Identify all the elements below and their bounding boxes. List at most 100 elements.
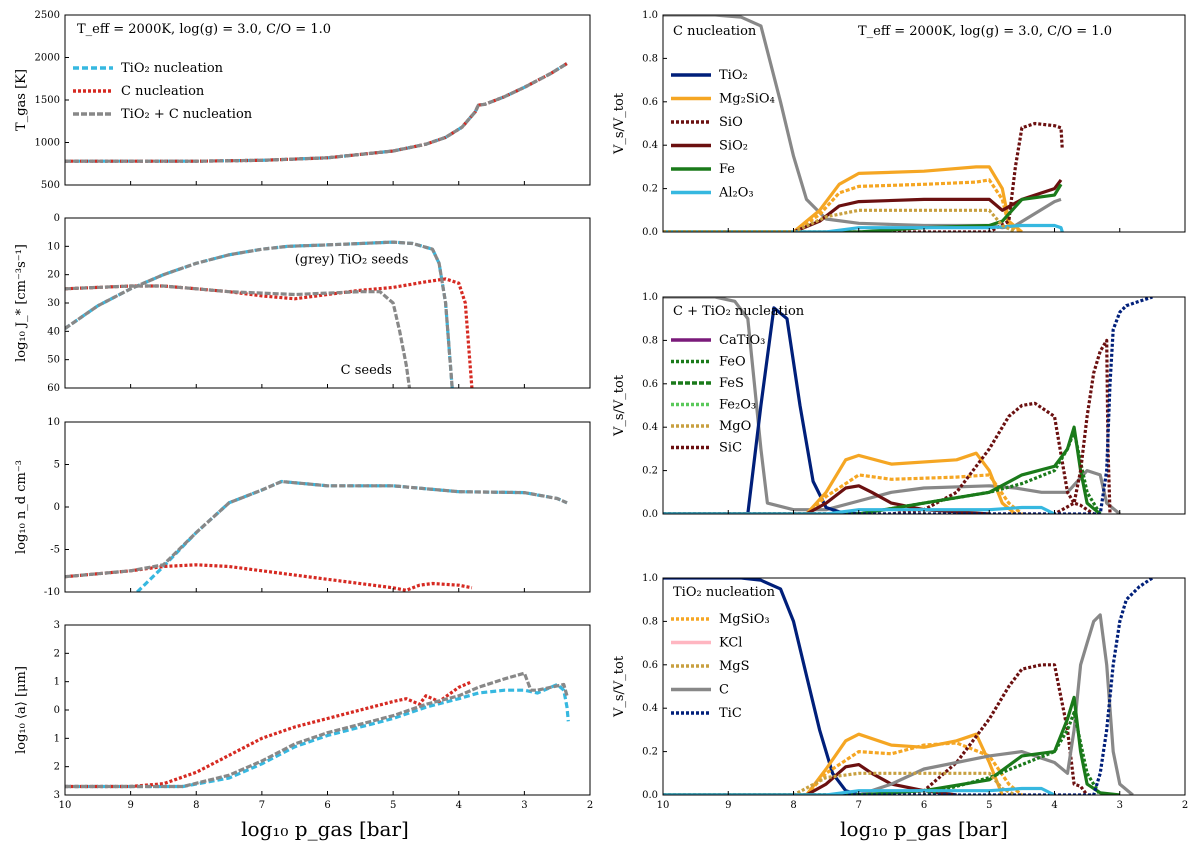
series-group — [663, 15, 1064, 232]
y-tick-label: 3 — [54, 790, 60, 801]
y-tick-label: 2500 — [35, 10, 60, 21]
y-tick-label: 2000 — [35, 53, 60, 64]
annotation-tio2-seeds: (grey) TiO₂ seeds — [295, 252, 409, 267]
x-tick-label: 9 — [725, 800, 731, 811]
x-tick-label: 2 — [1182, 800, 1188, 811]
legend-vol2: CaTiO₃ FeO FeS Fe₂O₃ MgO SiC — [671, 333, 765, 456]
y-tick-label: 10 — [47, 417, 60, 428]
x-tick-label: 8 — [193, 800, 199, 811]
y-tick-label: 0.2 — [642, 466, 658, 477]
x-tick-label: 7 — [259, 800, 265, 811]
legend-label: SiO — [719, 115, 743, 130]
legend-label: Al₂O₃ — [718, 186, 754, 201]
y-tick-label: 40 — [47, 326, 60, 337]
series-line-vol3-0 — [663, 578, 860, 795]
legend-label: FeS — [719, 376, 744, 391]
y-axis-label: V_s/V_tot — [612, 374, 627, 437]
series-group — [663, 297, 1153, 514]
panel-vol2: 0.0 0.2 0.4 0.6 0.8 1.0 V_s/V_tot C + TiO₂ nucl… — [612, 292, 1186, 520]
x-tick-label: 7 — [856, 800, 862, 811]
y-tick-label: 0 — [54, 502, 60, 513]
legend-vol3: MgSiO₃ KCl MgS C TiC — [671, 612, 770, 721]
y-tick-label: 0.2 — [642, 747, 658, 758]
legend-label: MgSiO₃ — [719, 612, 770, 627]
x-tick-label: 5 — [986, 800, 992, 811]
panel-title-right: T_eff = 2000K, log(g) = 3.0, C/O = 1.0 — [858, 24, 1112, 39]
series-line-vol2-8 — [663, 338, 1112, 514]
x-tick-label: 3 — [521, 800, 527, 811]
y-tick-label: -10 — [44, 587, 60, 598]
y-tick-label: 30 — [47, 298, 60, 309]
series-line-nd-1 — [65, 563, 473, 592]
panel-vol1: 0.0 0.2 0.4 0.6 0.8 1.0 V_s/V_tot C nucleation T… — [612, 10, 1186, 238]
legend-label: MgS — [719, 659, 750, 674]
series-line-a-0 — [65, 682, 570, 789]
series-line-vol2-3 — [663, 473, 1023, 514]
legend-nucleation: TiO₂ nucleation C nucleation TiO₂ + C nucl… — [73, 61, 253, 122]
series-group — [65, 240, 474, 388]
y-tick-label: 500 — [41, 180, 60, 191]
y-axis-label: log₁₀ J_* [cm⁻³s⁻¹] — [14, 244, 29, 362]
series-group — [65, 671, 570, 789]
series-line-vol1-1 — [663, 165, 1023, 232]
y-tick-label: 0.2 — [642, 184, 658, 195]
y-tick-label: 5 — [54, 460, 60, 471]
axes-frame — [64, 14, 591, 186]
legend-vol1: TiO₂ Mg₂SiO₄ SiO SiO₂ Fe Al₂O₃ — [671, 68, 775, 201]
y-tick-label: 0.8 — [642, 335, 658, 346]
series-group — [65, 479, 568, 592]
series-line-J-3 — [65, 240, 454, 388]
y-tick-label: 50 — [47, 355, 60, 366]
y-tick-label: 1 — [54, 677, 60, 688]
x-tick-label: 4 — [456, 800, 462, 811]
x-tick-label: 10 — [657, 800, 670, 811]
x-axis-label-right: log₁₀ p_gas [bar] — [840, 817, 1008, 841]
y-tick-label: 0.0 — [642, 790, 658, 801]
legend-label: TiO₂ + C nucleation — [121, 107, 253, 122]
y-tick-label: 1.0 — [642, 292, 658, 303]
x-tick-label: 4 — [1051, 800, 1057, 811]
series-line-vol3-10 — [663, 786, 1056, 795]
legend-label: CaTiO₃ — [719, 333, 765, 348]
series-line-vol2-9 — [663, 297, 1153, 514]
series-line-vol1-4 — [663, 121, 1064, 232]
series-line-J-2 — [65, 284, 412, 388]
series-line-vol2-10 — [663, 505, 1056, 514]
y-tick-label: 0.8 — [642, 53, 658, 64]
y-tick-label: 1500 — [35, 95, 60, 106]
series-line-vol2-6 — [663, 425, 1102, 514]
y-tick-label: 0 — [54, 705, 60, 716]
legend-label: Fe₂O₃ — [719, 398, 756, 413]
y-tick-label: 60 — [47, 383, 60, 394]
series-line-a-2 — [65, 671, 569, 789]
legend-label: C nucleation — [121, 84, 205, 99]
y-tick-label: 1 — [54, 733, 60, 744]
y-axis-label: T_gas [K] — [14, 69, 29, 131]
x-tick-label: 2 — [587, 800, 593, 811]
y-tick-label: 0.4 — [642, 140, 658, 151]
panel-title-left: C nucleation — [673, 24, 757, 39]
series-line-J-1 — [65, 277, 474, 388]
x-tick-label: 10 — [59, 800, 72, 811]
series-group — [65, 62, 568, 163]
legend-label: TiO₂ — [719, 68, 748, 83]
x-tick-label: 5 — [390, 800, 396, 811]
panel-Tgas: 500 1000 1500 2000 2500 T_gas [K] T_eff = 2000… — [14, 10, 591, 191]
y-axis-label: V_s/V_tot — [612, 655, 627, 718]
panel-title-left: TiO₂ nucleation — [673, 585, 776, 600]
y-tick-label: 0.4 — [642, 422, 658, 433]
legend-label: Mg₂SiO₄ — [719, 92, 775, 107]
series-line-vol1-6 — [663, 223, 1064, 232]
y-axis-label: log₁₀ ⟨a⟩ [μm] — [14, 666, 29, 754]
panel-J: 0 10 20 30 40 50 60 log₁₀ J_* [cm⁻³s⁻¹] (grey) T… — [14, 213, 591, 394]
axes-frame — [64, 421, 591, 593]
y-tick-label: 1000 — [35, 138, 60, 149]
series-line-vol3-8 — [663, 771, 1017, 795]
y-tick-label: 2 — [54, 648, 60, 659]
legend-label: SiO₂ — [719, 139, 748, 154]
params-annotation: T_eff = 2000K, log(g) = 3.0, C/O = 1.0 — [77, 22, 331, 37]
y-tick-label: 0 — [54, 213, 60, 224]
